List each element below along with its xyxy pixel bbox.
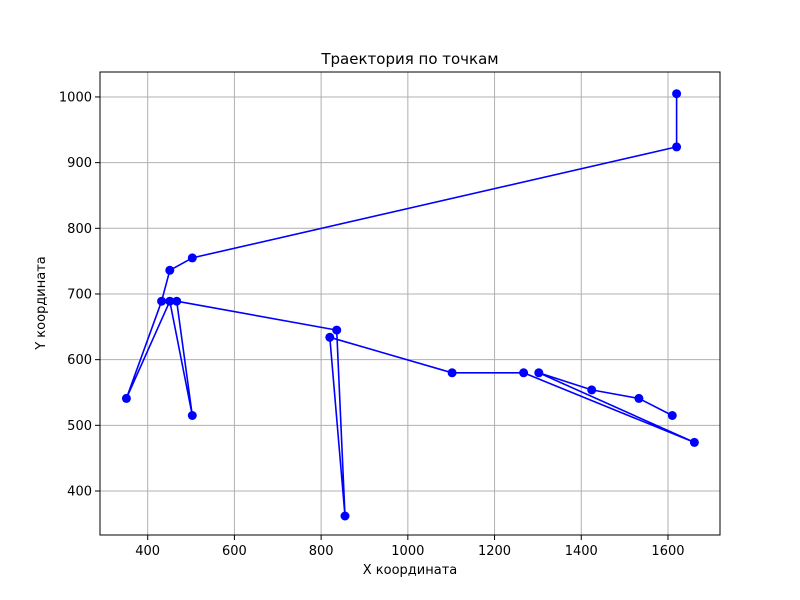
x-tick-label: 1400 <box>565 544 598 559</box>
y-axis: 400 500 600 700 800 900 1000 <box>59 90 100 499</box>
trajectory-point <box>587 385 597 395</box>
marker-layer <box>121 89 699 521</box>
trajectory-point <box>165 296 175 306</box>
trajectory-point <box>187 411 197 420</box>
plot-area-frame <box>99 71 721 536</box>
trajectory-point <box>187 253 197 263</box>
grid-layer <box>100 72 720 535</box>
trajectory-point <box>447 368 457 378</box>
trajectory-point <box>325 332 335 342</box>
trajectory-point <box>519 368 529 378</box>
chart-title: Траектория по точкам <box>320 50 498 68</box>
x-axis: 400 600 800 1000 1200 1400 1600 <box>135 535 685 559</box>
y-tick-label: 900 <box>67 156 92 171</box>
y-tick-label: 400 <box>67 484 92 499</box>
y-tick-label: 500 <box>67 419 92 434</box>
y-axis-title: Y координата <box>34 256 49 351</box>
trajectory-point <box>672 89 682 99</box>
x-tick-label: 400 <box>135 544 160 559</box>
x-tick-label: 600 <box>222 544 247 559</box>
trajectory-point <box>534 368 544 378</box>
x-tick-label: 800 <box>309 544 334 559</box>
x-tick-label: 1000 <box>391 544 424 559</box>
trajectory-point <box>121 393 131 403</box>
x-tick-label: 1200 <box>478 544 511 559</box>
x-tick-label: 1600 <box>651 544 684 559</box>
y-tick-label: 1000 <box>59 90 92 105</box>
trajectory-point <box>672 142 682 152</box>
trajectory-point <box>157 296 167 306</box>
trajectory-point <box>340 511 350 521</box>
trajectory-point <box>332 325 342 335</box>
trajectory-point <box>172 296 182 306</box>
trajectory-point <box>165 265 175 275</box>
trajectory-line <box>125 93 696 517</box>
y-tick-label: 800 <box>67 222 92 237</box>
trajectory-point <box>689 437 699 447</box>
y-tick-label: 700 <box>67 287 92 302</box>
y-tick-label: 600 <box>67 353 92 368</box>
series-layer <box>125 93 696 517</box>
x-axis-title: X координата <box>363 563 458 578</box>
trajectory-point <box>667 411 677 420</box>
trajectory-point <box>634 393 644 403</box>
